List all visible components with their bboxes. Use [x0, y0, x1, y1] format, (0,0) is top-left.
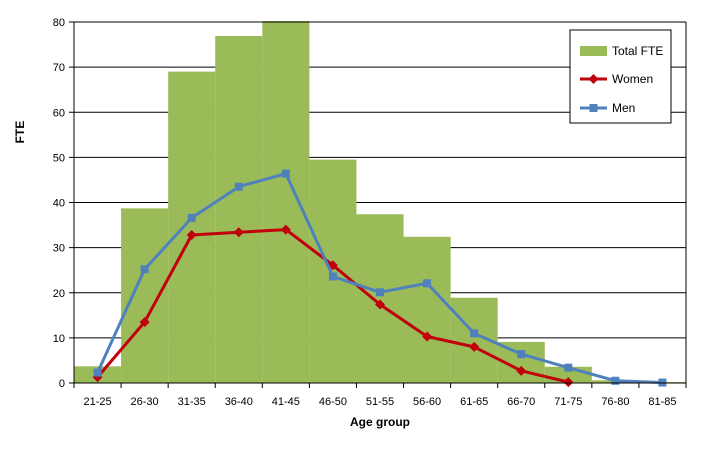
y-tick-label: 70 — [53, 62, 65, 74]
data-point — [564, 363, 573, 372]
data-point — [187, 213, 196, 222]
data-point — [469, 341, 480, 352]
bar — [356, 214, 404, 383]
data-point — [234, 182, 243, 191]
x-tick-label: 71-75 — [554, 396, 582, 408]
data-point — [375, 299, 385, 310]
y-tick-label: 50 — [53, 152, 65, 164]
y-tick-label: 40 — [53, 198, 65, 210]
bar-series — [74, 21, 686, 384]
y-tick-label: 20 — [53, 288, 65, 300]
bar — [121, 208, 169, 383]
x-tick-label: 31-35 — [178, 396, 206, 408]
legend-marker — [588, 74, 599, 84]
data-point — [470, 329, 479, 338]
x-tick-label: 66-70 — [507, 396, 535, 408]
x-tick-label: 36-40 — [225, 396, 253, 408]
data-point — [611, 376, 620, 385]
x-tick-label: 61-65 — [460, 396, 488, 408]
line-series — [92, 169, 667, 388]
x-tick-label: 46-50 — [319, 396, 347, 408]
bar — [215, 35, 263, 384]
bar — [403, 236, 451, 383]
legend-label: Total FTE — [612, 44, 663, 58]
legend-label: Men — [612, 101, 635, 115]
axes: 0 10 20 30 40 50 60 70 80 21-25 26-30 31-35 36-40 41-… — [53, 17, 687, 408]
data-point — [376, 288, 384, 297]
data-point — [563, 377, 574, 388]
x-axis-title: Age group — [350, 415, 410, 429]
x-tick-label: 21-25 — [83, 396, 111, 408]
data-point — [140, 265, 149, 274]
y-tick-label: 80 — [53, 17, 65, 29]
data-point — [517, 350, 526, 359]
data-point — [423, 279, 432, 288]
y-tick-label: 0 — [59, 378, 65, 390]
x-tick-label: 76-80 — [601, 396, 629, 408]
bar — [262, 21, 310, 383]
data-point — [233, 227, 244, 238]
data-point — [281, 169, 290, 178]
data-point — [280, 224, 291, 235]
data-point — [139, 317, 150, 328]
bar — [168, 71, 216, 383]
data-point — [328, 272, 337, 281]
legend: Total FTE Women Men — [569, 29, 672, 124]
x-tick-label: 41-45 — [272, 396, 300, 408]
x-tick-label: 51-55 — [366, 396, 394, 408]
x-tick-label: 81-85 — [648, 396, 676, 408]
data-point — [186, 229, 197, 240]
y-tick-label: 10 — [53, 333, 65, 345]
x-tick-label: 26-30 — [131, 396, 159, 408]
data-point — [93, 368, 102, 377]
legend-label: Women — [612, 72, 653, 86]
bar — [309, 159, 357, 383]
x-tick-label: 56-60 — [413, 396, 441, 408]
y-tick-label: 30 — [53, 243, 65, 255]
y-axis-title: FTE — [13, 121, 27, 144]
data-point — [422, 331, 433, 342]
legend-marker — [589, 104, 598, 112]
legend-swatch — [580, 46, 607, 56]
y-tick-label: 60 — [53, 107, 65, 119]
data-point — [516, 365, 527, 376]
